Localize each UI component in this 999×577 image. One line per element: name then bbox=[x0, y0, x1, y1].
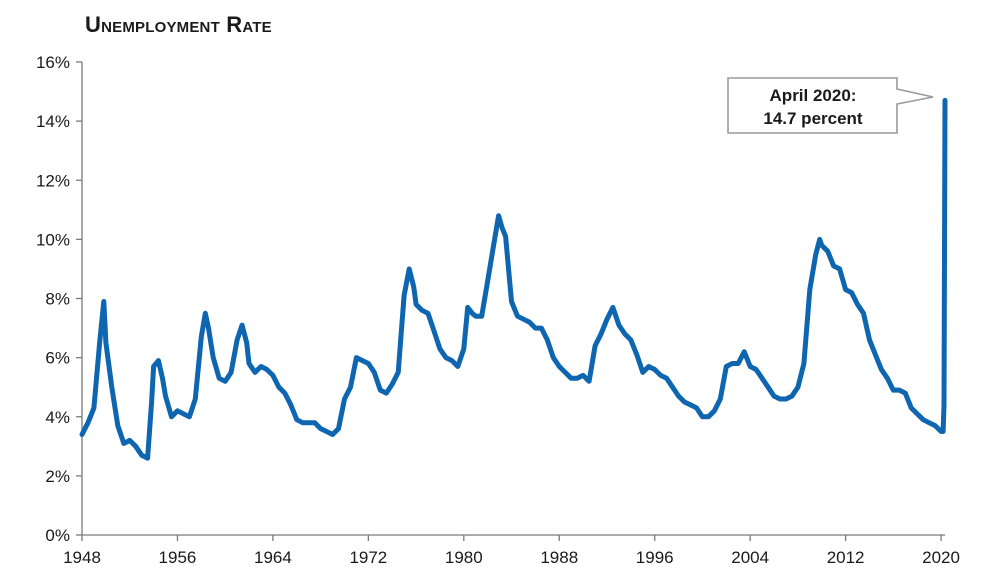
x-tick-label: 1956 bbox=[159, 548, 197, 567]
y-tick-label: 4% bbox=[45, 408, 70, 427]
y-tick-label: 8% bbox=[45, 290, 70, 309]
y-ticks: 0% 2% 4% 6% 8% 10% 12% 14% 16% bbox=[36, 53, 82, 545]
x-tick-label: 2004 bbox=[731, 548, 769, 567]
y-tick-label: 10% bbox=[36, 230, 70, 249]
y-tick-label: 16% bbox=[36, 53, 70, 72]
unemployment-series-line bbox=[79, 97, 948, 461]
x-tick-label: 2012 bbox=[827, 548, 865, 567]
y-tick-label: 2% bbox=[45, 467, 70, 486]
x-tick-label: 1964 bbox=[254, 548, 292, 567]
y-tick-label: 0% bbox=[45, 526, 70, 545]
y-tick-label: 12% bbox=[36, 171, 70, 190]
chart-title: Unemployment Rate bbox=[85, 12, 272, 37]
x-tick-label: 1996 bbox=[636, 548, 674, 567]
annotation-callout: April 2020: 14.7 percent bbox=[727, 77, 934, 134]
y-tick-label: 14% bbox=[36, 112, 70, 131]
x-tick-label: 1972 bbox=[349, 548, 387, 567]
x-ticks: 1948 1956 1964 1972 1980 1988 1996 2004 2012 2020 bbox=[63, 535, 960, 567]
x-tick-label: 1948 bbox=[63, 548, 101, 567]
annotation-box bbox=[727, 77, 934, 134]
annotation-line-1: April 2020: bbox=[770, 86, 857, 105]
x-tick-label: 1988 bbox=[540, 548, 578, 567]
x-tick-label: 2020 bbox=[922, 548, 960, 567]
y-tick-label: 6% bbox=[45, 349, 70, 368]
x-tick-label: 1980 bbox=[445, 548, 483, 567]
annotation-line-2: 14.7 percent bbox=[763, 109, 863, 128]
